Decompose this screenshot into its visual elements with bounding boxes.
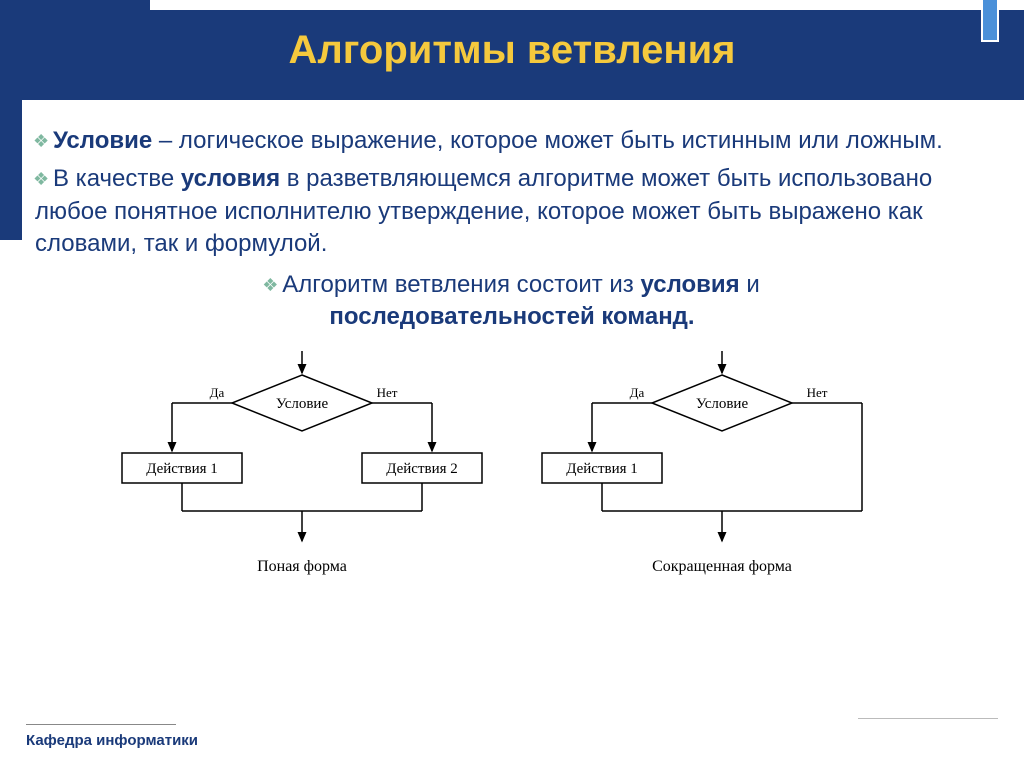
action2-label: Действия 2 [386, 461, 458, 477]
p3-bold1: условия [640, 271, 739, 298]
slide-title: Алгоритмы ветвления [289, 28, 736, 73]
paragraph-1: Условие – логическое выражение, которое … [35, 125, 989, 157]
header-strip [150, 0, 1024, 10]
footer-text: Кафедра информатики [26, 732, 198, 749]
caption-full: Поная форма [257, 558, 347, 575]
yes-label: Да [630, 385, 645, 400]
action1-label: Действия 1 [146, 461, 218, 477]
slide-content: Условие – логическое выражение, которое … [0, 100, 1024, 581]
paragraph-3: Алгоритм ветвления состоит из условия и … [35, 269, 989, 334]
flowchart-short: Условие Да Нет Действия 1 Сокращенная фо… [532, 351, 912, 581]
action1-label: Действия 1 [566, 461, 638, 477]
condition-label: Условие [696, 396, 749, 412]
bullet-icon [35, 135, 49, 149]
bullet-icon [35, 173, 49, 187]
condition-label: Условие [276, 396, 329, 412]
p3-mid: и [740, 271, 760, 298]
flowchart-full: Условие Да Нет Действия 1 Действия 2 Пон… [112, 351, 492, 581]
no-label: Нет [807, 385, 828, 400]
paragraph-2: В качестве условия в разветвляющемся алг… [35, 163, 989, 260]
p3-pre: Алгоритм ветвления состоит из [282, 271, 640, 298]
bullet-icon [264, 279, 278, 293]
p1-rest: – логическое выражение, которое может бы… [152, 127, 943, 154]
no-label: Нет [377, 385, 398, 400]
footer-divider-left [26, 724, 176, 725]
p3-bold2: последовательностей команд. [329, 303, 694, 330]
footer-divider-right [858, 718, 998, 719]
p2-bold: условия [181, 165, 280, 192]
caption-short: Сокращенная форма [652, 558, 792, 575]
yes-label: Да [210, 385, 225, 400]
flowchart-diagrams: Условие Да Нет Действия 1 Действия 2 Пон… [35, 351, 989, 581]
slide-header: Алгоритмы ветвления [0, 0, 1024, 100]
left-accent-strip [0, 100, 22, 240]
p1-bold: Условие [53, 127, 152, 154]
header-accent [981, 0, 999, 42]
p2-pre: В качестве [53, 165, 181, 192]
